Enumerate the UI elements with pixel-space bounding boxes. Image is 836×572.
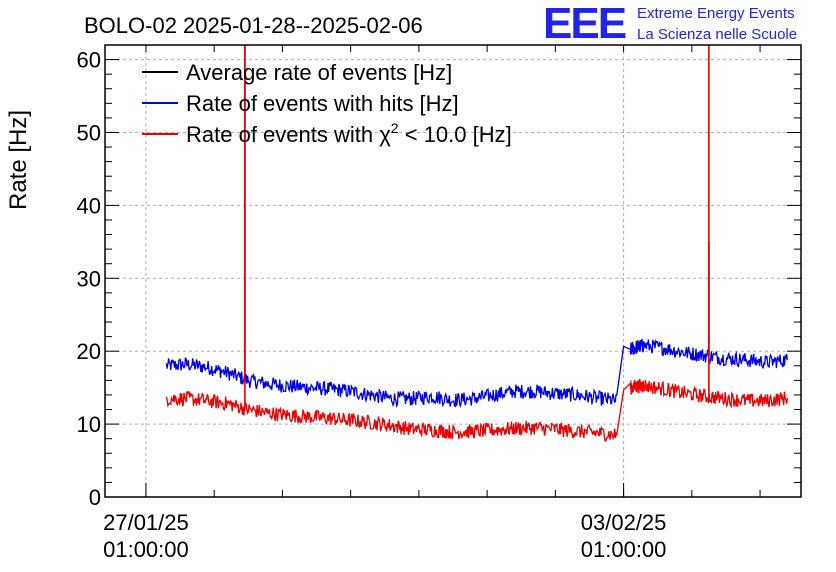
legend-chi2-symbol: χ xyxy=(379,122,391,147)
eee-logo: EEE Extreme Energy Events La Scienza nel… xyxy=(543,0,797,48)
legend-chi2-prefix: Rate of events with xyxy=(186,122,379,147)
y-tick-label: 10 xyxy=(77,412,101,437)
series-chi2-line xyxy=(165,378,789,442)
eee-logo-line1: Extreme Energy Events xyxy=(637,5,795,22)
legend-chi2-suffix: < 10.0 [Hz] xyxy=(399,122,512,147)
y-axis-title: Rate [Hz] xyxy=(5,110,32,210)
x-tick-label-date: 27/01/25 xyxy=(103,510,189,535)
x-tick-label-date: 03/02/25 xyxy=(581,510,667,535)
y-tick-label: 20 xyxy=(77,339,101,364)
legend-label-chi2: Rate of events with χ2 < 10.0 [Hz] xyxy=(186,120,512,147)
legend: Average rate of events [Hz] Rate of even… xyxy=(142,60,512,147)
x-tick-label-time: 01:00:00 xyxy=(581,537,667,562)
y-tick-label: 0 xyxy=(89,485,101,510)
grid xyxy=(105,45,801,497)
chart-title: BOLO-02 2025-01-28--2025-02-06 xyxy=(84,13,423,38)
legend-label-hits: Rate of events with hits [Hz] xyxy=(186,91,459,116)
legend-chi2-sup: 2 xyxy=(391,120,399,136)
eee-logo-letters: EEE xyxy=(543,0,626,48)
plot-frame xyxy=(104,44,802,498)
axis-ticks xyxy=(105,44,801,498)
axis-labels: 010203040506027/01/2501:00:0003/02/2501:… xyxy=(77,48,667,562)
y-tick-label: 60 xyxy=(77,48,101,73)
y-tick-label: 50 xyxy=(77,120,101,145)
y-tick-label: 40 xyxy=(77,193,101,218)
series-layer xyxy=(165,45,789,442)
eee-logo-line2: La Scienza nelle Scuole xyxy=(637,26,797,43)
x-tick-label-time: 01:00:00 xyxy=(103,537,189,562)
series-hits-line xyxy=(165,338,789,408)
y-tick-label: 30 xyxy=(77,266,101,291)
legend-label-average: Average rate of events [Hz] xyxy=(186,60,452,85)
